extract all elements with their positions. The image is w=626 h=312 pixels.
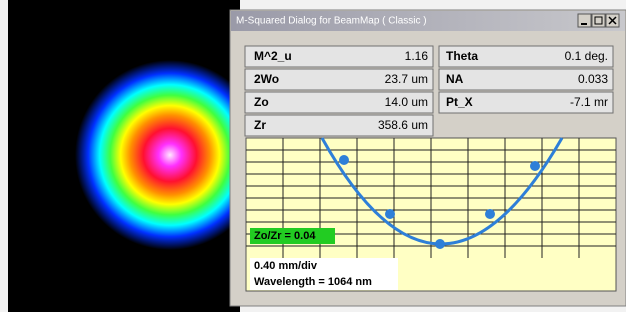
field-value: 1.16 — [405, 49, 429, 63]
field-value: 358.6 um — [378, 118, 428, 132]
field-label: Pt_X — [446, 95, 473, 109]
field-value: -7.1 mr — [570, 95, 608, 109]
field-label: NA — [446, 72, 464, 86]
field-label: Zo — [254, 95, 269, 109]
field-label: M^2_u — [254, 49, 292, 63]
scale-label: 0.40 mm/div — [254, 260, 318, 272]
field-value: 0.1 deg. — [565, 49, 608, 63]
dialog: M-Squared Dialog for BeamMap ( Classic )… — [230, 10, 626, 306]
field-label: Theta — [446, 49, 478, 63]
window-buttons[interactable] — [578, 14, 619, 27]
field-label: Zr — [254, 118, 266, 132]
field-value: 14.0 um — [385, 95, 428, 109]
field-value: 23.7 um — [385, 72, 428, 86]
ratio-label: Zo/Zr = 0.04 — [254, 230, 316, 242]
wavelength-label: Wavelength = 1064 nm — [254, 276, 372, 288]
dialog-title: M-Squared Dialog for BeamMap ( Classic ) — [236, 16, 427, 27]
field-value: 0.033 — [578, 72, 608, 86]
field-label: 2Wo — [254, 72, 279, 86]
maximize-button[interactable] — [592, 14, 605, 27]
screen: M-Squared Dialog for BeamMap ( Classic )… — [0, 0, 626, 312]
minimize-button[interactable] — [578, 14, 591, 27]
